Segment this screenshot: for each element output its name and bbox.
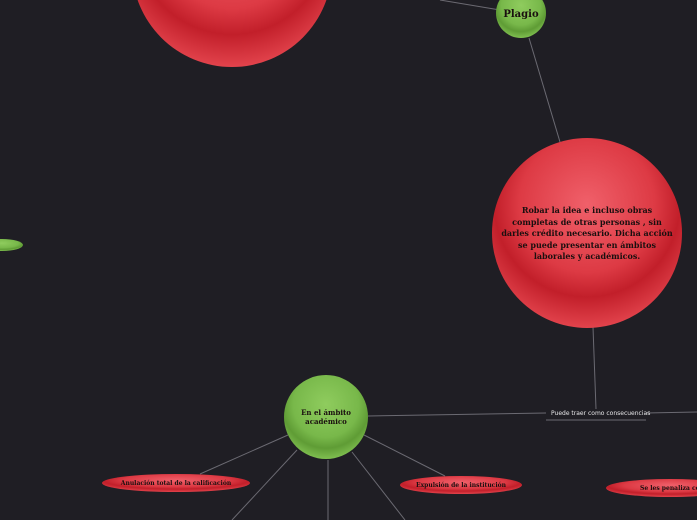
consecuencias-label: Puede traer como consecuencias xyxy=(551,410,651,417)
edge-label-right xyxy=(645,411,697,414)
edge-definition-to-label xyxy=(592,326,597,410)
expulsion-node[interactable] xyxy=(400,476,522,494)
definition-node[interactable] xyxy=(492,138,682,328)
edge-academico-to-anulacion xyxy=(199,434,289,475)
plagio-node[interactable] xyxy=(496,0,546,38)
edge-plagio-to-definition xyxy=(528,37,561,143)
edges xyxy=(199,0,697,520)
edge-academico-down-right xyxy=(351,451,406,520)
edge-top-to-plagio xyxy=(439,0,501,11)
edge-label-to-academico xyxy=(367,412,547,417)
edge-academico-down-left xyxy=(231,449,298,520)
plagio-label: Plagio xyxy=(503,8,539,20)
left-green-node[interactable] xyxy=(0,239,23,251)
anulacion-label: Anulación total de la calificación xyxy=(120,479,232,487)
anulacion-node[interactable] xyxy=(102,474,250,492)
academico-label: En el ámbito académico xyxy=(301,408,351,426)
penaliza-label: Se les penaliza co xyxy=(640,484,697,492)
definition-label: Robar la idea e incluso obras completas … xyxy=(501,205,673,262)
edge-academico-to-expulsion xyxy=(363,434,446,477)
academico-node[interactable] xyxy=(284,375,368,459)
top-red-node[interactable] xyxy=(132,0,332,67)
expulsion-label: Expulsión de la institución xyxy=(416,481,506,489)
penaliza-node[interactable] xyxy=(606,479,697,497)
